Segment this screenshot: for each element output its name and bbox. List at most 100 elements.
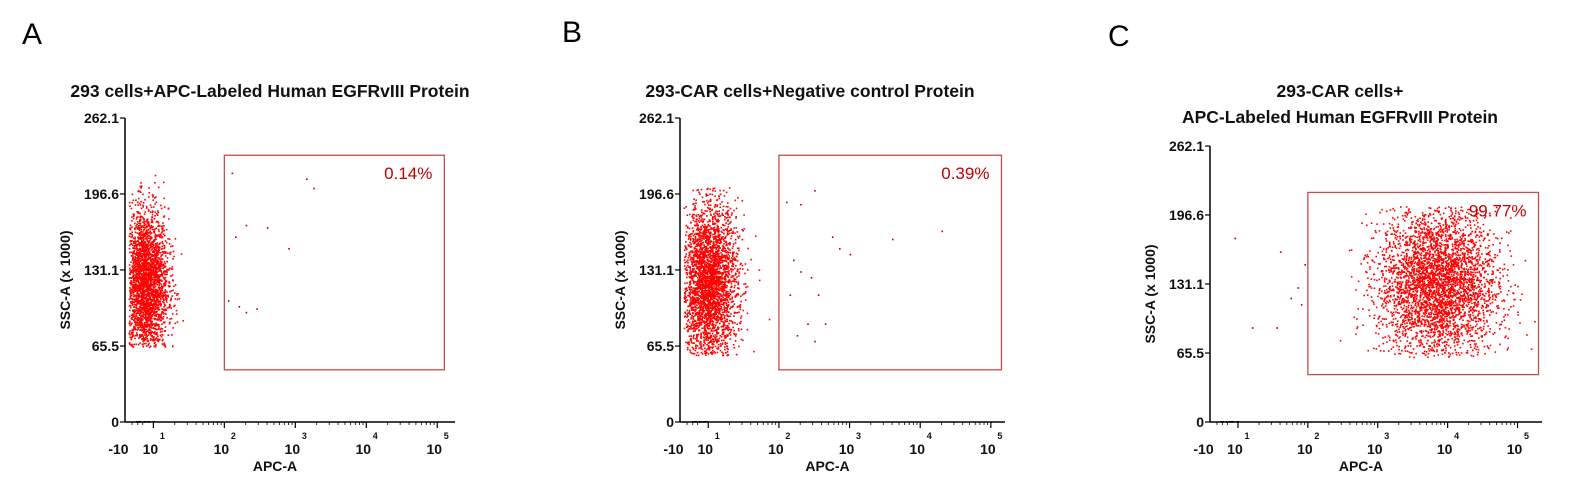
event-dot [138,317,141,320]
event-dot [148,289,150,292]
event-dot [724,295,727,297]
event-dot [153,260,155,263]
event-dot [132,237,135,239]
event-dot [172,250,175,253]
event-dot [727,306,729,308]
event-dot [702,331,704,334]
event-dot [718,317,721,320]
event-dot [157,260,160,262]
y-tick-label: 65.5 [647,338,674,354]
event-dot [143,249,146,251]
event-dot [142,295,144,297]
event-dot [708,294,711,297]
event-dot [165,228,168,231]
event-dot [699,261,701,264]
event-dot [703,316,705,318]
event-dot [708,328,710,330]
event-dot [152,221,154,224]
event-dot [128,247,131,250]
event-dot [162,264,165,267]
event-dot [146,335,148,337]
event-dot [709,284,711,287]
event-dot [713,264,716,267]
event-dot [717,326,719,329]
event-dot [712,252,714,254]
event-dot [141,283,143,285]
event-dot [138,274,140,276]
event-dot [162,263,165,265]
event-dot [162,225,165,227]
event-dot [140,182,142,184]
event-dot [144,328,146,331]
event-dot [141,289,143,292]
event-dot [157,186,160,189]
event-dot [129,273,131,275]
event-dot [718,257,721,260]
event-dot [717,316,720,318]
event-dot [730,306,732,309]
event-dot [148,239,151,242]
event-dot [133,279,135,282]
event-dot [149,271,152,274]
event-dot [131,259,134,261]
event-dot [137,238,140,240]
event-dot [727,271,730,274]
event-dot [727,301,730,303]
event-dot [700,344,702,346]
event-dot [722,238,725,241]
event-dot [136,228,139,230]
event-dot [141,278,144,280]
event-dot [722,264,724,266]
event-dot [137,236,140,238]
event-dot [146,421,149,423]
event-dot [692,240,694,243]
event-dot [692,292,695,295]
event-dot [697,260,700,262]
event-dot [154,234,157,236]
event-dot [699,346,702,348]
event-dot [709,336,712,338]
event-dot [714,217,716,219]
event-dot [718,245,720,247]
event-dot [703,277,705,280]
event-dot [143,310,146,312]
event-dot [169,251,172,254]
event-dot [716,213,718,215]
event-dot [732,291,735,293]
event-dot [135,315,138,317]
event-dot [683,327,686,330]
event-dot [159,251,162,254]
event-dot [149,244,152,247]
event-dot [152,245,154,247]
event-dot [686,289,689,292]
event-dot [707,339,709,341]
event-dot [142,243,144,246]
event-dot [142,204,144,207]
event-dot [700,250,702,253]
event-dot [154,252,156,255]
event-dot [709,249,712,252]
event-dot [736,270,738,272]
event-dot [145,280,148,283]
event-dot [730,235,733,237]
event-dot [161,254,164,256]
event-dot [149,297,152,299]
event-dot [142,271,145,274]
event-dot [712,188,715,190]
event-dot [700,188,703,191]
event-dot [143,300,146,303]
event-dot [136,252,139,254]
event-dot [704,264,706,266]
event-dot [722,281,725,284]
event-dot [701,315,703,318]
event-dot [701,306,704,309]
event-dot [156,304,158,307]
event-dot [714,291,716,293]
event-dot [724,250,726,252]
event-dot [709,213,712,216]
event-dot [709,204,712,207]
event-dot [131,235,133,238]
event-dot [140,310,143,312]
event-dot [711,290,714,293]
event-dot [164,283,167,285]
